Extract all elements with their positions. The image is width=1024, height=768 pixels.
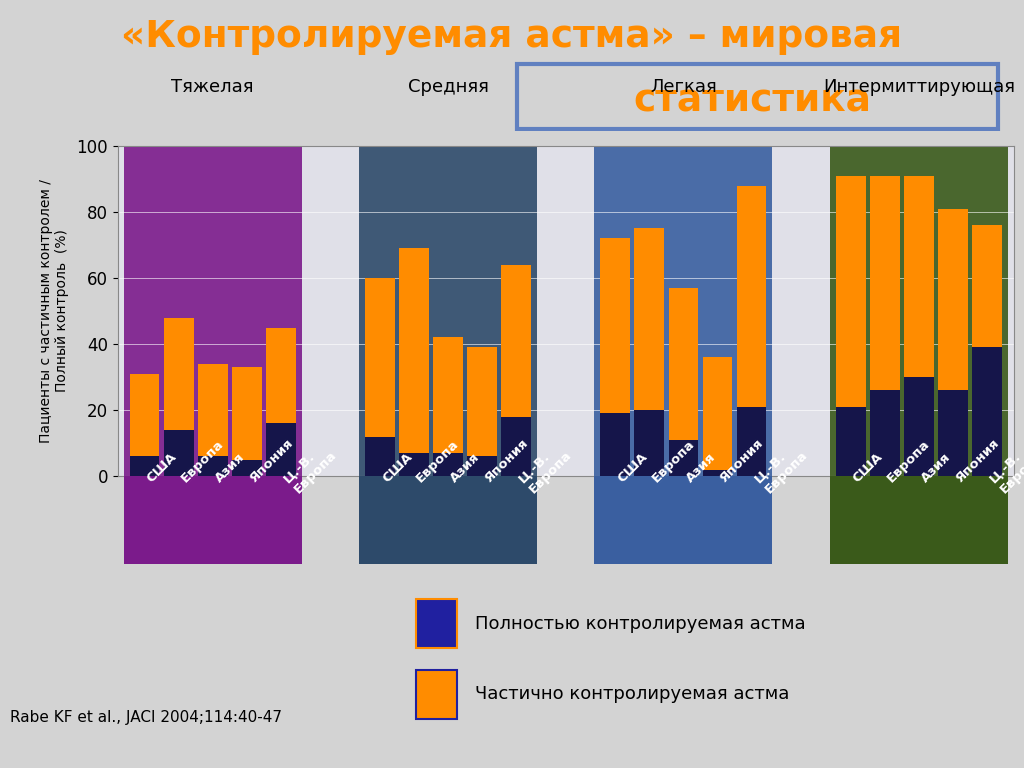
Bar	[904, 377, 934, 476]
Bar	[669, 440, 698, 476]
Text: Легкая: Легкая	[650, 78, 717, 96]
Bar	[595, 146, 772, 476]
Bar	[198, 456, 227, 476]
Text: Япония: Япония	[718, 437, 766, 485]
Bar	[595, 476, 772, 564]
Bar	[164, 318, 194, 430]
Text: Ц.-В.
Европа: Ц.-В. Европа	[281, 438, 339, 496]
Text: Rabe KF et al., JACI 2004;114:40-47: Rabe KF et al., JACI 2004;114:40-47	[10, 710, 283, 725]
Bar	[130, 374, 160, 456]
Text: Европа: Европа	[178, 438, 226, 485]
Bar	[365, 278, 395, 436]
Bar	[130, 456, 160, 476]
Bar	[231, 459, 262, 476]
Bar	[266, 423, 296, 476]
Bar	[938, 209, 968, 390]
Text: Азия: Азия	[213, 451, 247, 485]
Bar	[416, 670, 457, 719]
Bar	[359, 146, 537, 476]
Text: США: США	[851, 451, 886, 485]
Text: Средняя: Средняя	[408, 78, 488, 96]
Text: США: США	[615, 451, 650, 485]
Bar	[399, 453, 429, 476]
Bar	[829, 476, 1008, 564]
Text: США: США	[380, 451, 415, 485]
Bar	[266, 328, 296, 423]
Text: Азия: Азия	[919, 451, 953, 485]
Bar	[635, 410, 665, 476]
Bar	[231, 367, 262, 459]
Bar	[600, 413, 630, 476]
Text: «Контролируемая астма» – мировая: «Контролируемая астма» – мировая	[122, 18, 902, 55]
Text: Азия: Азия	[449, 451, 482, 485]
Bar	[359, 476, 537, 564]
Bar	[829, 146, 1008, 476]
Text: Япония: Япония	[953, 437, 1001, 485]
Bar	[198, 364, 227, 456]
Bar	[467, 347, 497, 456]
Bar	[416, 599, 457, 648]
Bar	[869, 390, 900, 476]
Text: Полностью контролируемая астма: Полностью контролируемая астма	[475, 614, 806, 633]
Bar	[502, 265, 531, 417]
Bar	[467, 456, 497, 476]
Text: Ц.-В.
Европа: Ц.-В. Европа	[516, 438, 574, 496]
Text: США: США	[144, 451, 179, 485]
Text: Европа: Европа	[649, 438, 697, 485]
Text: Интермиттирующая: Интермиттирующая	[823, 78, 1015, 96]
Bar	[124, 476, 302, 564]
Bar	[836, 407, 865, 476]
Bar	[736, 186, 767, 407]
Text: статистика: статистика	[634, 84, 871, 120]
Text: Япония: Япония	[247, 437, 295, 485]
Text: Частично контролируемая астма: Частично контролируемая астма	[475, 685, 790, 703]
Bar	[836, 176, 865, 407]
Text: Тяжелая: Тяжелая	[171, 78, 254, 96]
Bar	[938, 390, 968, 476]
Bar	[124, 146, 302, 476]
Bar	[600, 238, 630, 413]
Text: Япония: Япония	[482, 437, 530, 485]
Bar	[433, 453, 463, 476]
Bar	[669, 288, 698, 440]
Bar	[365, 436, 395, 476]
Bar	[972, 225, 1001, 347]
Bar	[164, 430, 194, 476]
Y-axis label: Пациенты с частичным контролем /
Полный контроль  (%): Пациенты с частичным контролем / Полный …	[39, 179, 70, 443]
Bar	[433, 337, 463, 453]
Text: Ц.-В.
Европа: Ц.-В. Европа	[752, 438, 810, 496]
Bar	[869, 176, 900, 390]
Bar	[702, 357, 732, 469]
Text: Ц.-В.
Европа: Ц.-В. Европа	[987, 438, 1024, 496]
Bar	[904, 176, 934, 377]
Text: Европа: Европа	[414, 438, 462, 485]
Bar	[702, 469, 732, 476]
Bar	[399, 248, 429, 453]
Bar	[736, 407, 767, 476]
Text: Европа: Европа	[885, 438, 933, 485]
Text: Азия: Азия	[683, 451, 718, 485]
Bar	[635, 229, 665, 410]
Bar	[972, 347, 1001, 476]
Bar	[502, 417, 531, 476]
